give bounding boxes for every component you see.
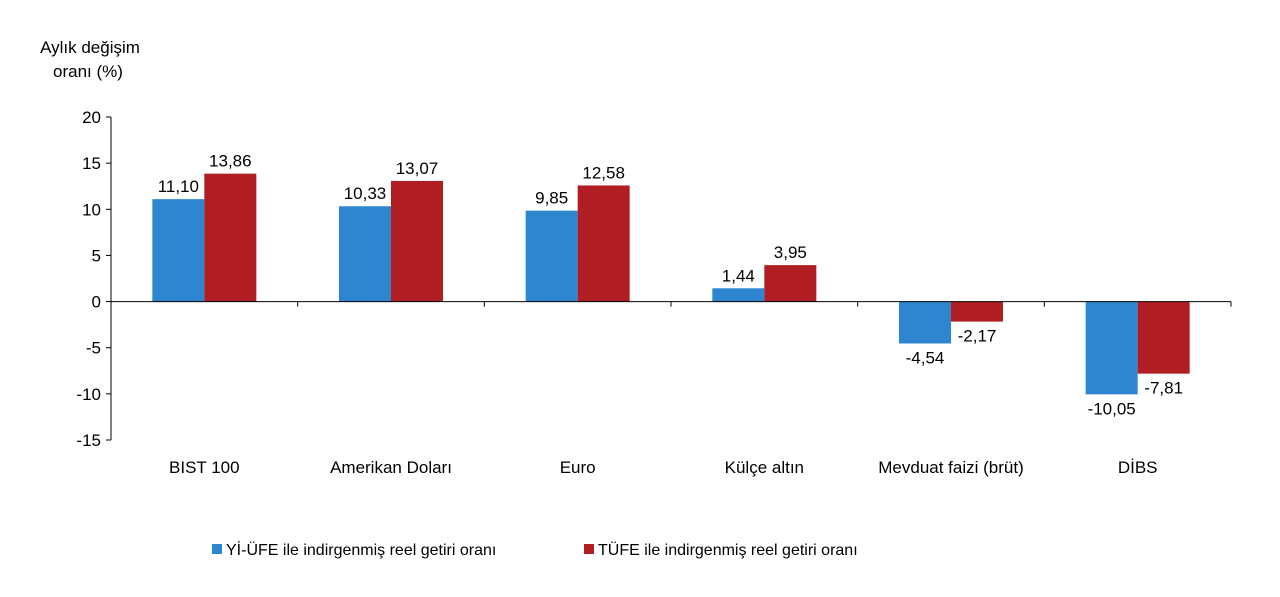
- category-label: BIST 100: [169, 458, 240, 477]
- y-tick-label: 20: [82, 108, 101, 127]
- y-tick-label: -5: [86, 339, 101, 358]
- data-label: 11,10: [158, 177, 199, 196]
- legend-label: TÜFE ile indirgenmiş reel getiri oranı: [598, 541, 858, 559]
- data-label: 1,44: [722, 266, 755, 285]
- data-label: 12,58: [582, 163, 625, 182]
- legend: Yİ-ÜFE ile indirgenmiş reel getiri oranı…: [212, 540, 858, 559]
- bar-tufe-2: [577, 185, 630, 302]
- category-label: Euro: [560, 458, 596, 477]
- category-labels: BIST 100 Amerikan Doları Euro Külçe altın Me…: [169, 458, 1157, 477]
- y-axis-ticks: 20 15 10 5 0 -5 -10 -15: [76, 108, 111, 450]
- bar-tufe-3: [764, 265, 817, 302]
- bar-tufe-5: [1137, 301, 1190, 374]
- legend-swatch: [584, 544, 594, 554]
- legend-swatch: [212, 544, 222, 554]
- y-tick-label: 10: [82, 200, 101, 219]
- data-labels: 11,10 13,86 10,33 13,07 9,85 12,58 1,44 3,95 -4,…: [158, 152, 1183, 419]
- bars: [152, 173, 1190, 395]
- data-label: 10,33: [344, 184, 387, 203]
- y-axis-title-line-1: Aylık değişim: [40, 38, 140, 57]
- bar-yi-ufe-3: [712, 288, 765, 302]
- bar-yi-ufe-0: [152, 199, 205, 302]
- category-label: DİBS: [1118, 458, 1158, 477]
- data-label: 9,85: [535, 189, 568, 208]
- data-label: -2,17: [958, 327, 997, 346]
- legend-label: Yİ-ÜFE ile indirgenmiş reel getiri oranı: [226, 540, 496, 559]
- data-label: 3,95: [774, 243, 807, 262]
- axes: [110, 117, 1232, 440]
- bar-tufe-4: [951, 301, 1003, 322]
- y-tick-label: -10: [76, 385, 101, 404]
- data-label: -4,54: [906, 348, 945, 367]
- category-label: Külçe altın: [725, 458, 804, 477]
- bar-yi-ufe-1: [339, 206, 391, 302]
- bar-yi-ufe-5: [1085, 301, 1138, 395]
- y-tick-label: 0: [92, 293, 101, 312]
- bar-yi-ufe-4: [899, 301, 951, 344]
- bar-yi-ufe-2: [525, 210, 578, 302]
- category-label: Amerikan Doları: [330, 458, 452, 477]
- y-tick-label: -15: [76, 431, 101, 450]
- y-axis-title: Aylık değişim oranı (%): [40, 38, 140, 81]
- y-axis-title-line-2: oranı (%): [53, 62, 123, 81]
- y-tick-label: 5: [92, 246, 101, 265]
- bar-tufe-0: [204, 173, 257, 302]
- data-label: 13,86: [209, 152, 252, 171]
- bar-tufe-1: [391, 180, 443, 302]
- category-label: Mevduat faizi (brüt): [878, 458, 1024, 477]
- y-tick-label: 15: [82, 154, 101, 173]
- data-label: -7,81: [1144, 379, 1183, 398]
- data-label: 13,07: [396, 159, 439, 178]
- data-label: -10,05: [1088, 399, 1136, 418]
